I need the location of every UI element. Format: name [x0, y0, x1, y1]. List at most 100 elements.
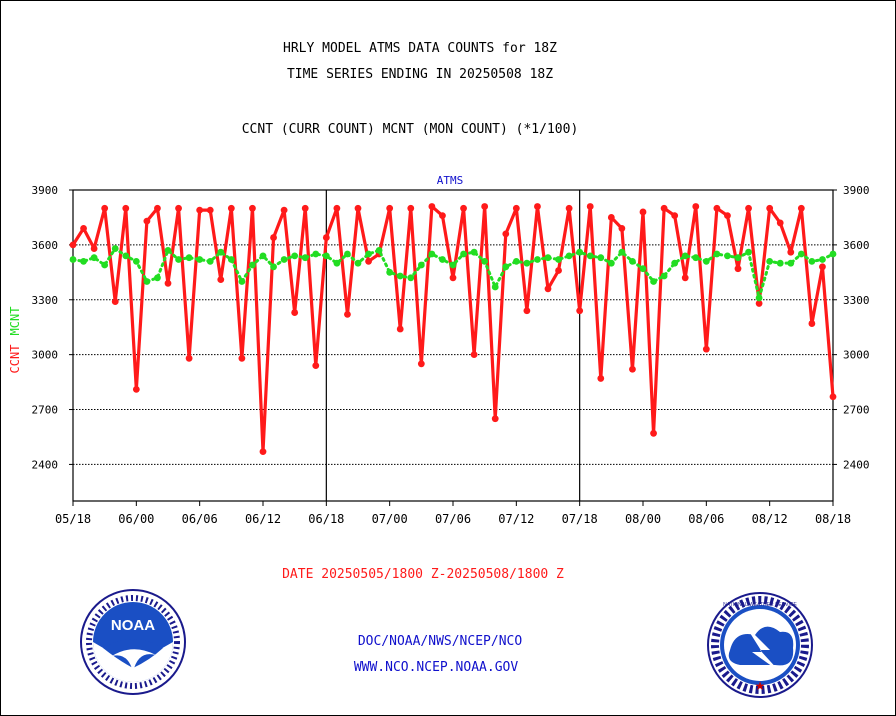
noaa-logo-text: NOAA: [111, 617, 155, 634]
point-mcnt: [154, 274, 161, 282]
point-mcnt: [143, 278, 151, 285]
xtick-label: 08/12: [752, 512, 788, 526]
xtick-label: 06/06: [182, 512, 218, 526]
point-mcnt: [196, 256, 204, 263]
point-ccnt: [439, 212, 446, 220]
point-ccnt: [787, 248, 795, 256]
ytick-label-left: 3000: [32, 349, 59, 362]
point-ccnt: [755, 300, 763, 307]
point-ccnt: [618, 225, 626, 232]
point-ccnt: [154, 204, 161, 212]
point-mcnt: [692, 254, 700, 262]
ylabel-ccnt: CCNT: [8, 345, 22, 374]
point-mcnt: [291, 252, 299, 260]
point-mcnt: [386, 268, 394, 276]
point-ccnt: [386, 204, 394, 212]
point-ccnt: [586, 203, 594, 210]
point-ccnt: [132, 386, 140, 393]
point-ccnt: [143, 217, 151, 225]
point-mcnt: [375, 246, 383, 254]
point-ccnt: [249, 204, 256, 212]
point-mcnt: [745, 248, 752, 256]
point-ccnt: [90, 245, 98, 252]
point-ccnt: [745, 204, 752, 212]
xtick-label: 08/06: [688, 512, 724, 526]
point-ccnt: [80, 225, 87, 232]
point-mcnt: [639, 265, 647, 273]
chart-subtitle: CCNT (CURR COUNT) MCNT (MON COUNT) (*1/1…: [242, 122, 579, 137]
point-ccnt: [724, 212, 731, 220]
point-mcnt: [206, 257, 214, 265]
point-mcnt: [629, 257, 636, 265]
point-mcnt: [470, 248, 478, 256]
point-ccnt: [797, 204, 805, 212]
point-ccnt: [734, 265, 742, 273]
nws-logo: ★ NATIONAL WEATHER SERVICE: [707, 592, 813, 698]
point-mcnt: [523, 259, 531, 267]
ytick-label-right: 2700: [843, 404, 870, 417]
point-ccnt: [259, 448, 267, 456]
ytick-label-left: 3900: [32, 184, 59, 197]
point-mcnt: [460, 250, 467, 258]
point-ccnt: [819, 263, 826, 271]
point-ccnt: [565, 204, 573, 212]
point-mcnt: [101, 261, 109, 269]
point-ccnt: [428, 203, 436, 210]
point-ccnt: [354, 204, 362, 212]
point-mcnt: [333, 259, 341, 267]
point-ccnt: [206, 206, 214, 214]
point-mcnt: [808, 257, 816, 265]
point-ccnt: [333, 204, 341, 212]
point-ccnt: [470, 351, 478, 359]
point-mcnt: [365, 250, 372, 258]
xtick-label: 08/00: [625, 512, 661, 526]
point-ccnt: [491, 415, 499, 423]
point-ccnt: [164, 279, 172, 287]
point-ccnt: [692, 203, 700, 210]
point-ccnt: [829, 393, 837, 401]
point-ccnt: [702, 345, 710, 353]
point-ccnt: [196, 206, 204, 214]
point-ccnt: [322, 234, 330, 241]
chart-title-line1: HRLY MODEL ATMS DATA COUNTS for 18Z: [283, 41, 557, 56]
point-mcnt: [713, 250, 721, 258]
point-mcnt: [227, 256, 235, 263]
xtick-label: 08/18: [815, 512, 851, 526]
point-ccnt: [808, 320, 816, 327]
point-ccnt: [291, 309, 299, 316]
point-mcnt: [249, 261, 256, 269]
point-mcnt: [396, 272, 404, 280]
date-range-label: DATE 20250505/1800 Z-20250508/1800 Z: [282, 567, 564, 582]
point-ccnt: [766, 204, 774, 212]
point-mcnt: [270, 263, 277, 271]
point-ccnt: [122, 204, 130, 212]
point-mcnt: [354, 259, 362, 267]
point-ccnt: [502, 230, 510, 238]
point-ccnt: [523, 307, 531, 315]
point-mcnt: [301, 254, 309, 262]
point-mcnt: [576, 248, 584, 256]
point-ccnt: [365, 257, 372, 265]
point-mcnt: [80, 257, 87, 265]
point-mcnt: [175, 256, 182, 263]
point-mcnt: [755, 294, 763, 302]
point-mcnt: [776, 259, 784, 267]
point-ccnt: [227, 204, 235, 212]
ytick-label-left: 2700: [32, 404, 59, 417]
axes-layer: 2400 2400 2700 2700 3000 3000 3300 3300 3600 3600…: [32, 184, 870, 526]
point-mcnt: [534, 256, 541, 263]
ytick-label-right: 2400: [843, 458, 870, 471]
point-mcnt: [544, 254, 552, 262]
point-mcnt: [69, 256, 77, 263]
point-ccnt: [512, 204, 520, 212]
point-mcnt: [607, 259, 615, 267]
point-mcnt: [439, 256, 446, 263]
point-ccnt: [639, 208, 647, 216]
org-label: DOC/NOAA/NWS/NCEP/NCO: [358, 634, 523, 649]
plot-title: ATMS: [437, 174, 464, 187]
xtick-label: 06/12: [245, 512, 281, 526]
point-mcnt: [512, 257, 520, 265]
point-mcnt: [797, 250, 805, 258]
ytick-label-right: 3900: [843, 184, 870, 197]
